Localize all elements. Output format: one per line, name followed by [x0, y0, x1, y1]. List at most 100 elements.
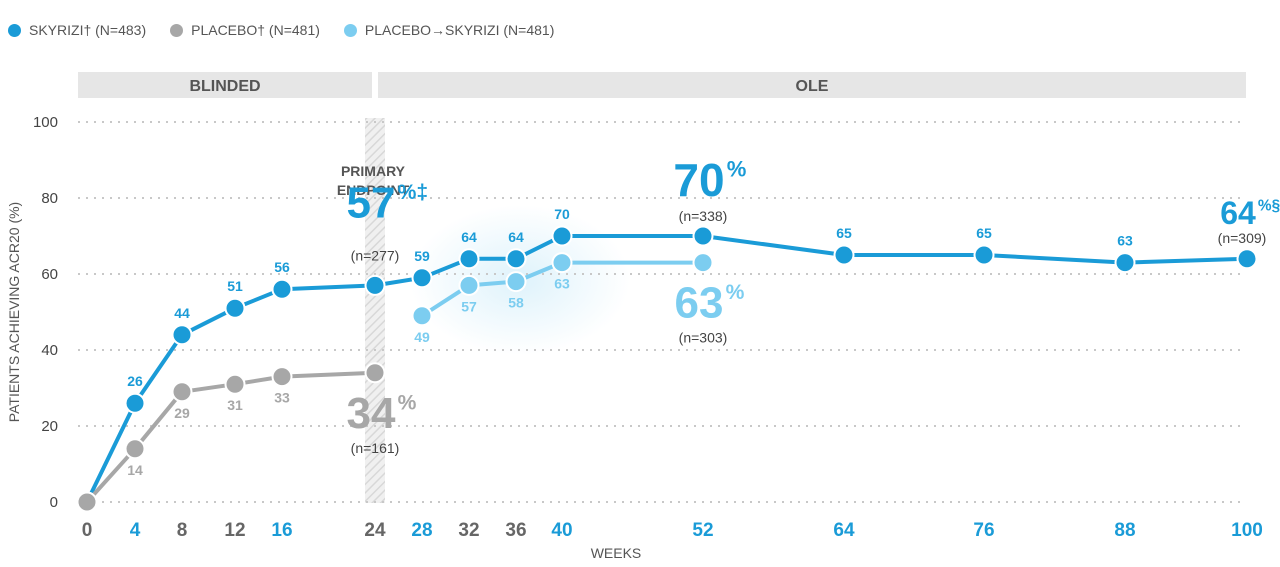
data-label-s1-w16: 33	[274, 390, 290, 406]
x-axis-title: WEEKS	[591, 545, 642, 561]
point-s1-w16	[271, 366, 293, 388]
y-tick-40: 40	[41, 342, 58, 359]
callout-value-4: 64	[1220, 195, 1256, 231]
data-label-s1-w12: 31	[227, 397, 243, 413]
ole-band	[378, 72, 1246, 98]
x-tick-88: 88	[1114, 520, 1135, 541]
point-s0-w64	[833, 244, 855, 266]
series-line-0	[85, 234, 1248, 503]
legend-label-placebo-skyrizi: PLACEBO→SKYRIZI (N=481)	[364, 22, 555, 38]
data-label-s2-w28: 49	[414, 329, 430, 345]
callout-value-1: 34	[347, 389, 396, 438]
y-axis-title: PATIENTS ACHIEVING ACR20 (%)	[6, 202, 22, 422]
point-s0-w76	[973, 244, 995, 266]
legend-label-placebo: PLACEBO† (N=481)	[191, 22, 320, 38]
callout-sup-1: %	[398, 391, 417, 414]
data-label-s2-w36: 58	[508, 295, 524, 311]
x-tick-28: 28	[411, 520, 432, 541]
legend-item-placebo: PLACEBO† (N=481)	[170, 22, 320, 38]
x-tick-12: 12	[224, 520, 245, 541]
data-label-s1-w4: 14	[127, 462, 143, 478]
series-line-1	[85, 370, 376, 504]
callout-sup-0: %‡	[398, 181, 429, 204]
point-s0-w28	[411, 267, 433, 289]
data-label-s0-w12: 51	[227, 278, 243, 294]
callout-value-3: 63	[675, 279, 724, 328]
callout-n-1: (n=161)	[351, 440, 400, 456]
x-tick-76: 76	[973, 520, 994, 541]
x-tick-8: 8	[177, 520, 188, 541]
data-label-s0-w32: 64	[461, 229, 477, 245]
callout-value-0: 57	[347, 178, 396, 227]
primary-endpoint-band	[365, 118, 385, 503]
x-tick-16: 16	[271, 520, 292, 541]
point-s2-w36	[505, 271, 527, 293]
x-tick-32: 32	[458, 520, 479, 541]
blinded-band	[78, 72, 372, 98]
x-tick-4: 4	[130, 520, 141, 541]
point-s1-w24	[364, 362, 386, 384]
point-s0-w52	[692, 225, 714, 247]
callout-value-2: 70	[673, 154, 724, 206]
callout-n-3: (n=303)	[679, 330, 728, 346]
data-label-s0-w16: 56	[274, 259, 290, 275]
data-label-s0-w76: 65	[976, 225, 992, 241]
callout-sup-2: %	[727, 157, 747, 182]
x-tick-100: 100	[1231, 520, 1263, 541]
x-tick-0: 0	[82, 520, 93, 541]
x-tick-64: 64	[833, 520, 855, 541]
y-tick-100: 100	[33, 114, 58, 131]
callout-sup-3: %	[726, 281, 745, 304]
point-s0-w36	[505, 248, 527, 270]
legend-swatch-placebo-skyrizi	[343, 23, 357, 37]
y-tick-80: 80	[41, 190, 58, 207]
callout-n-4: (n=309)	[1218, 230, 1267, 246]
x-tick-40: 40	[551, 520, 572, 541]
point-s2-w52	[692, 252, 714, 274]
y-tick-20: 20	[41, 418, 58, 435]
legend-label-skyrizi: SKYRIZI† (N=483)	[29, 22, 147, 38]
point-s0-w16	[271, 278, 293, 300]
data-label-s0-w4: 26	[127, 373, 143, 389]
legend-item-skyrizi: SKYRIZI† (N=483)	[8, 22, 146, 38]
x-tick-52: 52	[692, 520, 713, 541]
point-s0-w32	[458, 248, 480, 270]
point-s2-w40	[551, 252, 573, 274]
legend-swatch-placebo	[170, 23, 184, 37]
blinded-band-label: BLINDED	[189, 78, 260, 95]
point-s2-w28	[411, 305, 433, 327]
callout-sup-4: %§	[1258, 197, 1280, 214]
point-s0-w4	[124, 392, 146, 414]
point-s1-w8	[171, 381, 193, 403]
ole-band-label: OLE	[796, 78, 829, 95]
x-tick-36: 36	[505, 520, 526, 541]
legend-item-placebo-skyrizi: PLACEBO→SKYRIZI (N=481)	[343, 22, 555, 38]
point-s1-w12	[224, 373, 246, 395]
callout-n-2: (n=338)	[679, 208, 728, 224]
point-s0-w100	[1236, 248, 1258, 270]
data-label-s0-w36: 64	[508, 229, 524, 245]
legend-swatch-skyrizi	[8, 23, 21, 37]
data-label-s1-w8: 29	[174, 405, 190, 421]
primary-endpoint-label-line1: PRIMARY	[341, 163, 406, 179]
data-label-s0-w88: 63	[1117, 233, 1133, 249]
data-label-s2-w40: 63	[554, 276, 570, 292]
point-s0-w24	[364, 274, 386, 296]
callout-n-0: (n=277)	[351, 247, 400, 263]
x-tick-24: 24	[364, 520, 386, 541]
data-label-s0-w28: 59	[414, 248, 430, 264]
point-s0-w40	[551, 225, 573, 247]
point-s1-w0	[76, 491, 98, 513]
point-s2-w32	[458, 274, 480, 296]
point-s0-w12	[224, 297, 246, 319]
legend: SKYRIZI† (N=483) PLACEBO† (N=481) PLACEB…	[8, 22, 554, 38]
data-label-s0-w64: 65	[836, 225, 852, 241]
primary-endpoint-label-line2: ENDPOINT	[337, 182, 410, 198]
data-label-s2-w32: 57	[461, 298, 477, 314]
point-s1-w4	[124, 438, 146, 460]
point-s0-w8	[171, 324, 193, 346]
y-tick-60: 60	[41, 266, 58, 283]
y-tick-0: 0	[50, 494, 58, 511]
data-label-s0-w40: 70	[554, 206, 570, 222]
